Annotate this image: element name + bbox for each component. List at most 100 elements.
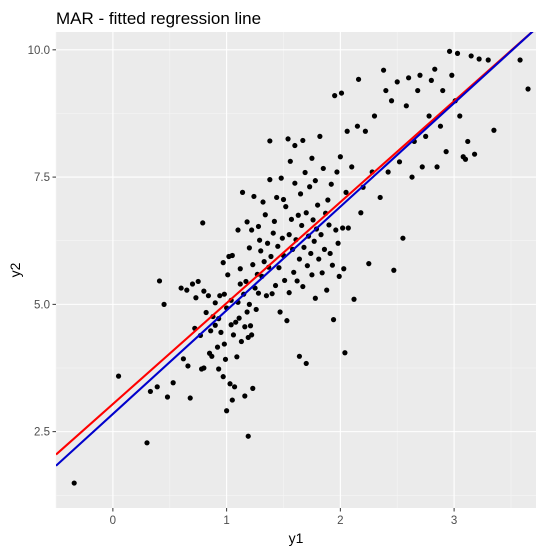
data-point bbox=[303, 210, 309, 216]
data-point bbox=[355, 76, 362, 82]
data-point bbox=[250, 385, 256, 391]
data-point bbox=[255, 290, 262, 296]
data-point bbox=[230, 332, 237, 338]
y-tick-label: 7.5 bbox=[34, 172, 50, 184]
data-point bbox=[220, 374, 226, 380]
data-point bbox=[465, 138, 471, 145]
data-point bbox=[187, 395, 193, 401]
data-point bbox=[200, 220, 206, 226]
data-point bbox=[297, 191, 304, 197]
data-point bbox=[457, 113, 463, 119]
data-point bbox=[249, 227, 255, 233]
data-point bbox=[164, 394, 171, 400]
data-point bbox=[277, 309, 283, 315]
data-point bbox=[300, 283, 306, 290]
data-point bbox=[327, 250, 333, 257]
data-point bbox=[214, 344, 221, 350]
data-point bbox=[340, 225, 346, 231]
data-point bbox=[237, 281, 243, 287]
data-point bbox=[304, 263, 310, 269]
data-point bbox=[296, 353, 303, 359]
data-point bbox=[233, 319, 239, 325]
data-point bbox=[243, 278, 249, 285]
data-point bbox=[229, 252, 235, 259]
data-point bbox=[299, 222, 305, 229]
data-point bbox=[338, 90, 345, 96]
data-point bbox=[282, 277, 288, 284]
data-point bbox=[308, 250, 314, 257]
regression-line-red bbox=[56, 32, 534, 456]
data-point bbox=[295, 212, 301, 218]
data-point bbox=[471, 151, 478, 157]
data-point bbox=[345, 225, 351, 231]
data-point bbox=[271, 218, 277, 224]
data-point bbox=[446, 48, 453, 54]
data-point bbox=[246, 301, 252, 307]
data-point bbox=[239, 189, 246, 195]
data-point bbox=[237, 266, 243, 272]
data-point bbox=[193, 295, 199, 301]
data-point bbox=[156, 278, 163, 284]
data-point bbox=[189, 281, 196, 287]
data-point bbox=[396, 159, 403, 165]
x-axis-label: y1 bbox=[289, 530, 304, 546]
data-point bbox=[255, 223, 262, 230]
data-point bbox=[264, 240, 271, 246]
data-point bbox=[337, 154, 343, 160]
data-point bbox=[221, 291, 227, 297]
data-point bbox=[267, 138, 273, 144]
data-point bbox=[294, 278, 300, 284]
data-point bbox=[426, 113, 432, 119]
data-point bbox=[258, 248, 264, 254]
data-point bbox=[303, 360, 309, 367]
data-point bbox=[275, 243, 281, 249]
data-point bbox=[354, 123, 361, 129]
data-point bbox=[325, 197, 331, 203]
data-point bbox=[286, 232, 292, 238]
data-point bbox=[336, 273, 342, 279]
data-point bbox=[161, 301, 167, 307]
data-point bbox=[324, 287, 330, 293]
data-point bbox=[437, 123, 444, 129]
data-point bbox=[201, 288, 207, 294]
data-point bbox=[224, 408, 230, 414]
data-point bbox=[415, 87, 421, 94]
data-point bbox=[403, 103, 409, 109]
data-point bbox=[468, 53, 474, 59]
data-point bbox=[335, 240, 341, 246]
data-point bbox=[383, 87, 389, 94]
data-point bbox=[212, 322, 218, 328]
data-point bbox=[454, 50, 461, 56]
x-axis: 0 1 2 3 bbox=[110, 508, 457, 527]
data-point bbox=[238, 338, 245, 345]
data-point bbox=[341, 266, 347, 272]
data-point bbox=[317, 133, 323, 139]
data-point bbox=[319, 270, 325, 276]
data-point bbox=[329, 262, 335, 268]
data-point bbox=[362, 128, 368, 134]
data-point bbox=[449, 72, 455, 78]
chart-title: MAR - fitted regression line bbox=[56, 9, 261, 28]
data-point bbox=[286, 290, 292, 296]
y-tick-label: 2.5 bbox=[34, 427, 50, 439]
data-point bbox=[334, 169, 340, 175]
data-point bbox=[344, 128, 350, 134]
data-point bbox=[260, 199, 266, 205]
regression-line-blue bbox=[56, 32, 534, 467]
data-point bbox=[328, 181, 334, 187]
data-point bbox=[491, 127, 497, 133]
data-point bbox=[263, 293, 270, 299]
data-point bbox=[253, 306, 259, 313]
data-point bbox=[301, 244, 307, 250]
data-point bbox=[205, 293, 212, 299]
plot-panel bbox=[56, 32, 536, 508]
data-point bbox=[270, 230, 276, 236]
data-point bbox=[315, 202, 321, 208]
data-point bbox=[276, 265, 282, 271]
data-point bbox=[517, 57, 523, 63]
data-point bbox=[371, 113, 378, 119]
data-point bbox=[244, 309, 250, 315]
data-point bbox=[394, 79, 400, 85]
data-point bbox=[225, 272, 231, 278]
y-tick-label: 10.0 bbox=[28, 45, 50, 57]
